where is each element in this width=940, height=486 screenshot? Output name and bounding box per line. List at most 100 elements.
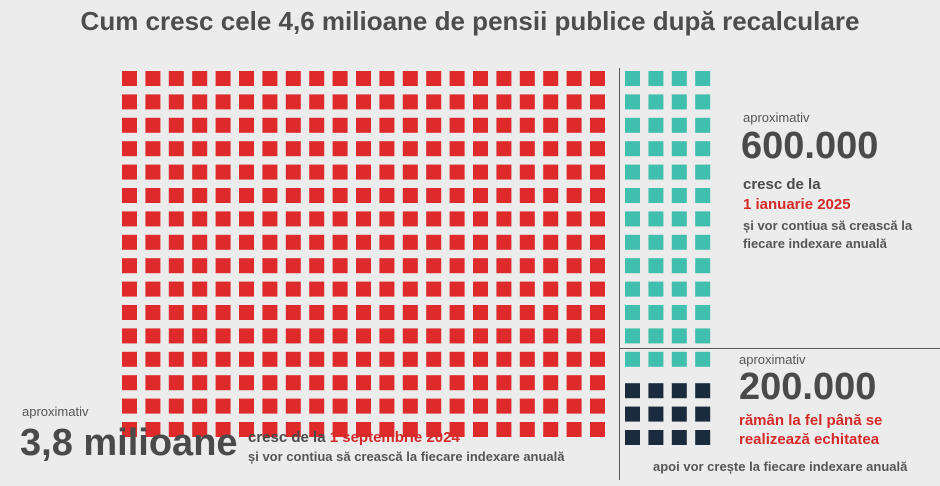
waffle-cell-red: [215, 351, 231, 367]
waffle-cell-red: [379, 398, 395, 414]
waffle-cell-red: [332, 375, 348, 391]
waffle-cell-red: [356, 422, 371, 437]
waffle-cell-red: [496, 164, 512, 180]
waffle-cell-teal: [648, 188, 664, 203]
waffle-cell-red: [192, 188, 208, 203]
waffle-cell-red: [426, 305, 442, 320]
waffle-cell-red: [426, 281, 442, 297]
waffle-cell-red: [285, 117, 301, 133]
waffle-cell-red: [496, 281, 512, 297]
waffle-cell-red: [590, 258, 605, 274]
waffle-cell-red: [543, 117, 559, 133]
waffle-cell-red: [543, 305, 559, 320]
waffle-cell-red: [145, 211, 161, 227]
waffle-cell-red: [449, 328, 465, 344]
waffle-cell-red: [379, 422, 395, 437]
waffle-cell-red: [590, 305, 605, 320]
waffle-cell-red: [122, 351, 137, 367]
waffle-cell-red: [426, 422, 442, 437]
waffle-cell-red: [379, 351, 395, 367]
waffle-cell-red: [473, 234, 488, 250]
waffle-cell-red: [285, 328, 301, 344]
waffle-cell-red: [496, 375, 512, 391]
waffle-cell-red: [122, 117, 137, 133]
navy-line2: realizează echitatea: [739, 431, 880, 448]
waffle-cell-red: [566, 141, 582, 157]
waffle-cell-red: [309, 281, 325, 297]
waffle-cell-red: [145, 94, 161, 110]
waffle-cell-red: [566, 422, 582, 437]
waffle-cell-red: [519, 351, 535, 367]
waffle-cell-red: [332, 422, 348, 437]
waffle-cell-teal: [625, 117, 640, 133]
waffle-cell-red: [168, 328, 184, 344]
waffle-cell-red: [590, 422, 605, 437]
waffle-cell-red: [145, 281, 161, 297]
waffle-cell-teal: [671, 188, 687, 203]
waffle-cell-teal: [625, 351, 640, 367]
waffle-cell-red: [262, 258, 278, 274]
waffle-cell-navy: [625, 406, 640, 422]
waffle-cell-red: [356, 258, 371, 274]
waffle-cell-red: [192, 351, 208, 367]
waffle-cell-red: [285, 281, 301, 297]
waffle-cell-red: [426, 94, 442, 110]
waffle-cell-teal: [625, 211, 640, 227]
waffle-cell-red: [590, 71, 605, 86]
waffle-cell-red: [590, 188, 605, 203]
waffle-cell-red: [379, 258, 395, 274]
waffle-cell-red: [145, 258, 161, 274]
waffle-cell-red: [239, 375, 254, 391]
waffle-cell-red: [426, 328, 442, 344]
red-line1: cresc de la 1 septembrie 2024: [248, 429, 460, 446]
waffle-cell-red: [192, 117, 208, 133]
waffle-cell-red: [145, 398, 161, 414]
waffle-cell-red: [543, 71, 559, 86]
waffle-cell-teal: [625, 94, 640, 110]
waffle-cell-red: [215, 328, 231, 344]
waffle-cell-red: [590, 234, 605, 250]
waffle-cell-red: [285, 94, 301, 110]
waffle-cell-red: [239, 351, 254, 367]
waffle-cell-red: [379, 234, 395, 250]
waffle-cell-teal: [695, 351, 711, 367]
waffle-cell-red: [519, 422, 535, 437]
waffle-cell-red: [239, 281, 254, 297]
waffle-cell-red: [262, 164, 278, 180]
waffle-cell-red: [285, 164, 301, 180]
waffle-cell-red: [215, 258, 231, 274]
waffle-cell-red: [473, 375, 488, 391]
waffle-cell-teal: [671, 141, 687, 157]
waffle-cell-red: [309, 375, 325, 391]
waffle-cell-teal: [625, 305, 640, 320]
waffle-cell-red: [519, 211, 535, 227]
waffle-cell-red: [566, 305, 582, 320]
teal-line2: și vor contiua să crească la: [743, 218, 913, 233]
waffle-cell-red: [192, 94, 208, 110]
waffle-cell-red: [496, 328, 512, 344]
waffle-cell-red: [356, 71, 371, 86]
waffle-cell-teal: [671, 351, 687, 367]
waffle-cell-red: [122, 188, 137, 203]
waffle-cell-red: [145, 351, 161, 367]
waffle-cell-red: [426, 188, 442, 203]
waffle-cell-red: [215, 211, 231, 227]
waffle-cell-red: [122, 258, 137, 274]
waffle-cell-red: [519, 281, 535, 297]
waffle-cell-red: [566, 375, 582, 391]
waffle-cell-red: [402, 375, 418, 391]
waffle-cell-teal: [625, 164, 640, 180]
waffle-cell-red: [239, 94, 254, 110]
waffle-cell-red: [285, 305, 301, 320]
waffle-cell-teal: [625, 71, 640, 86]
waffle-cell-teal: [648, 164, 664, 180]
waffle-cell-teal: [695, 141, 711, 157]
waffle-cell-red: [239, 71, 254, 86]
waffle-cell-red: [215, 398, 231, 414]
waffle-cell-red: [285, 351, 301, 367]
waffle-cell-red: [590, 141, 605, 157]
waffle-cell-red: [496, 234, 512, 250]
waffle-cell-red: [543, 281, 559, 297]
waffle-cell-red: [402, 234, 418, 250]
waffle-cell-red: [285, 398, 301, 414]
